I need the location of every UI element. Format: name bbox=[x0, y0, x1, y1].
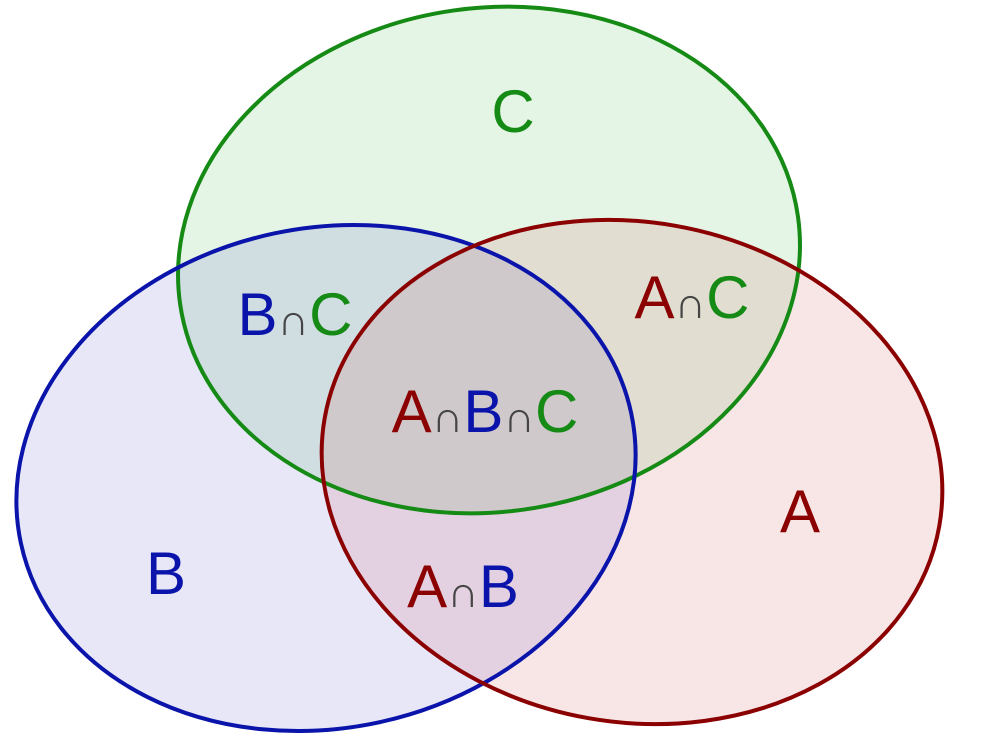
set-a-region bbox=[321, 219, 943, 725]
label-a-and-b-and-c: A∩B∩C bbox=[392, 378, 579, 445]
set-a-outline bbox=[319, 217, 945, 727]
label-a-and-b: A∩B bbox=[407, 553, 519, 620]
label-c: C bbox=[491, 78, 534, 145]
set-b-outline bbox=[14, 223, 638, 733]
label-a-and-c: A∩C bbox=[635, 264, 750, 331]
label-b: B bbox=[146, 540, 186, 607]
set-c-outline bbox=[176, 4, 802, 516]
label-b-and-c: B∩C bbox=[238, 281, 353, 348]
label-a: A bbox=[780, 478, 820, 545]
set-b-region bbox=[16, 225, 636, 731]
